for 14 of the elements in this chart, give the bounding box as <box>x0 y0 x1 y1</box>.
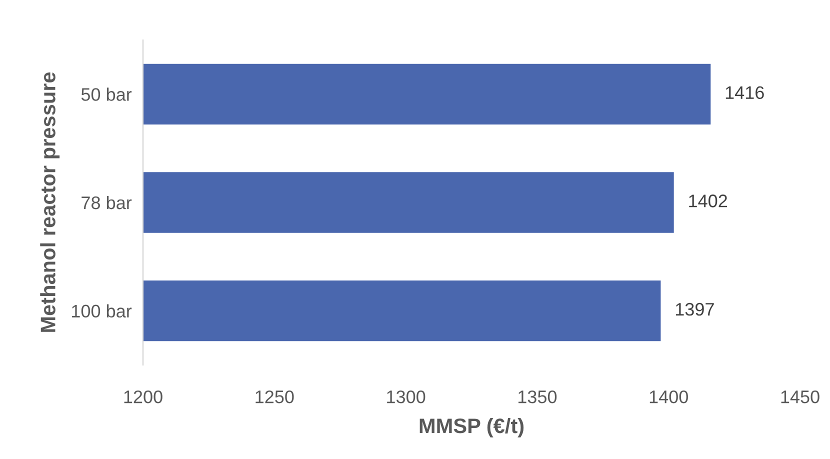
x-axis-title: MMSP (€/t) <box>420 418 524 438</box>
x-tick-label: 1250 <box>256 390 294 404</box>
data-label: 1416 <box>726 86 764 100</box>
y-tick-label: 100 bar <box>72 304 132 318</box>
x-tick-label: 1350 <box>518 390 557 404</box>
x-tick-label: 1300 <box>387 390 426 404</box>
x-tick-label: 1450 <box>781 390 820 404</box>
x-tick-label: 1400 <box>650 390 688 404</box>
y-tick-label: 50 bar <box>81 88 132 101</box>
x-tick-label: 1200 <box>124 390 162 404</box>
y-tick-label: 78 bar <box>82 196 132 210</box>
y-axis-title: Methanol reactor pressure <box>40 72 60 332</box>
data-label: 1402 <box>689 194 728 208</box>
data-label: 1397 <box>676 302 714 316</box>
